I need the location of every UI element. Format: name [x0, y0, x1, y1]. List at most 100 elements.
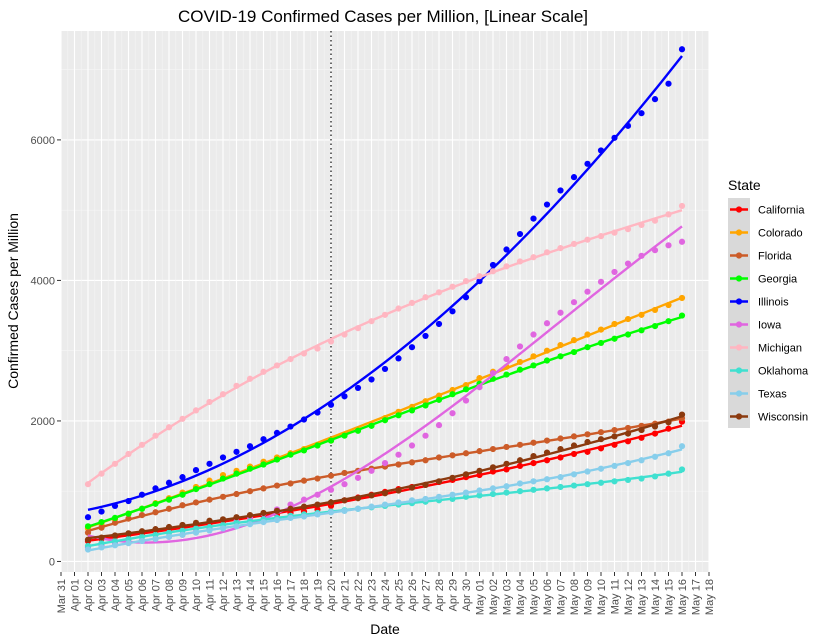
data-point-wisconsin [152, 526, 159, 533]
data-point-florida [341, 469, 348, 477]
data-point-wisconsin [476, 467, 483, 474]
data-point-texas [354, 505, 362, 512]
data-point-georgia [165, 496, 173, 503]
data-point-wisconsin [624, 430, 632, 437]
series-line-illinois [87, 55, 683, 511]
data-point-illinois [381, 365, 389, 373]
data-point-michigan [98, 470, 105, 477]
data-point-oklahoma [678, 466, 686, 473]
legend-key-point [735, 344, 743, 351]
data-point-wisconsin [165, 523, 173, 531]
data-point-wisconsin [638, 426, 645, 434]
data-point-michigan [111, 460, 119, 467]
legend-item-georgia: Georgia [728, 267, 798, 290]
data-point-wisconsin [246, 511, 254, 519]
data-point-florida [611, 426, 618, 434]
data-point-michigan [368, 318, 375, 325]
data-point-illinois [503, 246, 510, 253]
data-point-illinois [314, 409, 321, 416]
data-point-iowa [543, 320, 551, 327]
data-point-california [584, 448, 591, 455]
x-tick-label: May 18 [704, 579, 716, 615]
data-point-georgia [314, 442, 321, 449]
data-point-michigan [624, 226, 632, 233]
data-point-georgia [516, 366, 524, 373]
data-point-michigan [84, 481, 92, 488]
data-point-california [611, 441, 618, 448]
x-tick-label: Apr 03 [97, 579, 109, 611]
data-point-illinois [273, 429, 281, 436]
data-point-georgia [638, 327, 645, 334]
data-point-texas [260, 519, 267, 526]
data-point-georgia [678, 312, 686, 319]
legend-label: Florida [758, 251, 793, 263]
data-point-florida [246, 488, 254, 495]
data-point-illinois [489, 261, 497, 269]
data-point-wisconsin [503, 460, 510, 467]
data-point-wisconsin [192, 519, 200, 526]
data-point-illinois [543, 201, 551, 208]
data-point-iowa [638, 252, 645, 259]
data-point-illinois [206, 460, 213, 467]
data-point-florida [111, 519, 119, 526]
data-point-wisconsin [678, 411, 686, 418]
y-tick-label: 0 [49, 556, 55, 568]
data-point-texas [152, 535, 159, 543]
data-point-illinois [111, 502, 119, 510]
data-point-florida [192, 499, 200, 506]
x-tick-label: May 16 [677, 579, 689, 615]
data-point-wisconsin [422, 481, 429, 488]
x-tick-label: Apr 19 [313, 579, 325, 611]
data-point-georgia [503, 371, 510, 378]
data-point-wisconsin [219, 516, 227, 523]
x-tick-label: May 04 [515, 579, 527, 615]
data-point-texas [98, 544, 105, 551]
data-point-michigan [300, 350, 308, 357]
x-tick-label: Apr 20 [326, 579, 338, 611]
data-point-texas [165, 533, 173, 540]
data-point-iowa [327, 486, 335, 493]
data-point-wisconsin [408, 484, 416, 491]
data-point-wisconsin [530, 452, 537, 460]
x-tick-label: May 06 [542, 579, 554, 615]
data-point-illinois [341, 393, 348, 400]
data-point-illinois [476, 278, 483, 285]
data-point-florida [476, 448, 483, 455]
data-point-illinois [651, 96, 659, 103]
x-tick-label: Apr 01 [70, 579, 82, 611]
y-tick-label: 4000 [31, 275, 55, 287]
data-point-michigan [570, 240, 578, 247]
data-point-iowa [354, 474, 362, 481]
data-point-georgia [246, 465, 254, 472]
data-point-wisconsin [84, 536, 92, 543]
data-point-iowa [435, 422, 443, 429]
legend-key-point [735, 390, 743, 397]
x-tick-label: May 10 [596, 579, 608, 615]
data-point-florida [260, 485, 267, 492]
data-point-illinois [530, 215, 537, 222]
data-point-georgia [543, 357, 551, 364]
data-point-oklahoma [624, 476, 632, 484]
legend-item-california: California [728, 198, 805, 221]
data-point-illinois [597, 147, 605, 154]
x-tick-label: Apr 10 [191, 579, 203, 611]
data-point-michigan [557, 245, 564, 252]
data-point-georgia [611, 335, 618, 342]
series-michigan [84, 202, 686, 488]
data-point-florida [503, 443, 510, 451]
data-point-georgia [584, 344, 591, 351]
data-point-texas [516, 480, 524, 487]
data-point-wisconsin [179, 521, 186, 529]
data-point-iowa [395, 451, 402, 458]
data-point-georgia [597, 339, 605, 347]
x-tick-label: Apr 16 [272, 579, 284, 611]
data-point-wisconsin [368, 492, 375, 499]
data-point-michigan [584, 236, 591, 243]
data-point-wisconsin [327, 499, 335, 506]
data-point-wisconsin [516, 457, 524, 464]
data-point-florida [327, 472, 335, 479]
data-point-michigan [287, 356, 294, 363]
x-tick-label: May 15 [664, 579, 676, 615]
data-point-oklahoma [611, 478, 618, 485]
